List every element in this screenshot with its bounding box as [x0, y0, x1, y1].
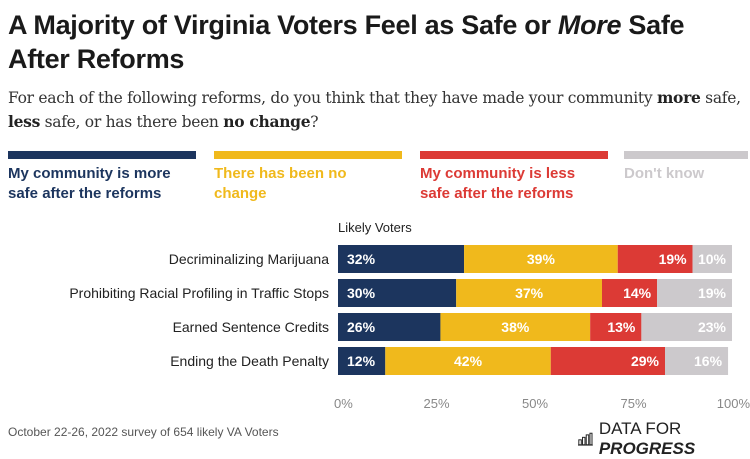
data-label: 14%	[623, 285, 652, 301]
bar-segment	[641, 313, 732, 341]
data-label: 10%	[698, 251, 727, 267]
legend-label: My community is more safe after the refo…	[8, 165, 171, 202]
bar-chart-icon	[578, 432, 593, 446]
subtitle-text: safe,	[700, 89, 741, 107]
bar-segment	[338, 245, 465, 273]
data-label: 32%	[347, 251, 376, 267]
data-label: 23%	[698, 319, 727, 335]
legend-item-more-safe: My community is more safe after the refo…	[8, 151, 196, 204]
chart-legend: My community is more safe after the refo…	[8, 151, 748, 211]
bar-segment	[550, 347, 666, 375]
category-label: Earned Sentence Credits	[173, 319, 329, 335]
chart-title: A Majority of Virginia Voters Feel as Sa…	[8, 8, 748, 76]
x-tick-label: 100%	[717, 396, 750, 411]
subtitle-bold: no change	[223, 112, 311, 131]
bar-segment	[657, 279, 732, 307]
bar-segment	[440, 313, 591, 341]
category-label: Prohibiting Racial Profiling in Traffic …	[69, 285, 329, 301]
data-label: 29%	[631, 353, 660, 369]
data-label: 13%	[607, 319, 636, 335]
stacked-bar-chart: Likely Voters Decriminalizing Marijuana 32…	[69, 220, 750, 411]
bar-segment	[665, 347, 729, 375]
subtitle-text: For each of the following reforms, do yo…	[8, 89, 657, 107]
title-text: A Majority of Virginia Voters Feel as Sa…	[8, 10, 558, 40]
chart-subtitle: For each of the following reforms, do yo…	[8, 86, 748, 134]
brand-text: DATA FOR	[598, 419, 682, 438]
bar-segment	[692, 245, 732, 273]
data-label: 19%	[659, 251, 688, 267]
x-tick-label: 50%	[522, 396, 548, 411]
bar-segment	[338, 313, 441, 341]
legend-swatch	[8, 151, 196, 159]
category-label: Decriminalizing Marijuana	[169, 251, 329, 267]
legend-item-no-change: There has been no change	[214, 151, 402, 204]
bar-segment	[338, 347, 386, 375]
data-label: 37%	[515, 285, 544, 301]
legend-item-dont-know: Don't know	[624, 151, 748, 184]
bar-segment	[385, 347, 551, 375]
legend-label: My community is less safe after the refo…	[420, 165, 576, 202]
data-label: 19%	[698, 285, 727, 301]
bar-segment	[456, 279, 602, 307]
bar-segment	[601, 279, 658, 307]
data-label: 12%	[347, 353, 376, 369]
subtitle-bold: more	[656, 88, 701, 107]
data-label: 26%	[347, 319, 376, 335]
x-tick-label: 25%	[423, 396, 449, 411]
group-label: Likely Voters	[338, 220, 412, 235]
legend-label: Don't know	[624, 165, 705, 182]
legend-item-less-safe: My community is less safe after the refo…	[420, 151, 608, 204]
x-tick-label: 75%	[620, 396, 646, 411]
legend-swatch	[624, 151, 748, 159]
bar-segment	[338, 279, 457, 307]
data-label: 38%	[501, 319, 530, 335]
data-label: 42%	[454, 353, 483, 369]
subtitle-text: safe, or has there been	[40, 113, 224, 131]
subtitle-text: ?	[310, 113, 319, 131]
category-label: Ending the Death Penalty	[170, 353, 329, 369]
legend-swatch	[420, 151, 608, 159]
x-tick-label: 0%	[334, 396, 353, 411]
title-text-end: Safe After Reforms	[8, 10, 685, 74]
legend-label: There has been no change	[214, 165, 347, 202]
brand-logo: DATA FOR PROGRESS	[578, 419, 750, 459]
survey-note: October 22-26, 2022 survey of 654 likely…	[8, 425, 279, 439]
subtitle-bold: less	[8, 112, 41, 131]
brand-text-bold: PROGRESS	[598, 439, 696, 458]
title-emphasis: More	[557, 10, 622, 40]
bar-segment	[464, 245, 618, 273]
data-label: 16%	[694, 353, 723, 369]
legend-swatch	[214, 151, 402, 159]
bar-segment	[617, 245, 693, 273]
bar-segment	[590, 313, 642, 341]
data-label: 39%	[527, 251, 556, 267]
data-label: 30%	[347, 285, 376, 301]
